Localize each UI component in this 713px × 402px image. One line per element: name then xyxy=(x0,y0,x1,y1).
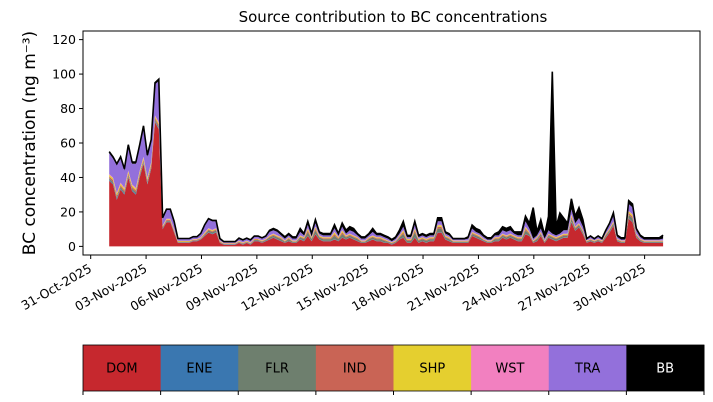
legend-label-tra: TRA xyxy=(574,362,600,377)
legend-colorbar: DOM ENE FLR IND SHP WST TRA BB xyxy=(82,344,705,395)
y-tick-label: 0 xyxy=(68,239,76,254)
y-tick-label: 80 xyxy=(60,101,76,116)
total-line xyxy=(108,71,664,243)
legend-swatch-shp xyxy=(393,345,472,391)
legend-swatch-ene xyxy=(160,345,239,391)
legend-frame xyxy=(82,344,705,392)
y-tick-label: 120 xyxy=(52,32,76,47)
legend-label-ind: IND xyxy=(343,362,367,377)
legend-swatch-ind xyxy=(315,345,394,391)
legend-swatch-wst xyxy=(471,345,550,391)
legend-label-wst: WST xyxy=(495,362,524,377)
legend-swatch-flr xyxy=(238,345,317,391)
y-tick-label: 20 xyxy=(60,204,76,219)
legend-label-shp: SHP xyxy=(419,362,445,377)
legend-label-dom: DOM xyxy=(106,362,137,377)
legend-label-ene: ENE xyxy=(186,362,212,377)
area-bb xyxy=(109,71,664,243)
legend-label-flr: FLR xyxy=(265,362,289,377)
legend-swatch-bb xyxy=(626,345,705,391)
y-tick-label: 40 xyxy=(60,170,76,185)
y-axis-label: BC concentration (ng m⁻³) xyxy=(20,31,40,255)
y-tick-label: 100 xyxy=(52,67,76,82)
plot-area: 02040608010012031-Oct-202503-Nov-202506-… xyxy=(19,30,701,314)
y-tick-label: 60 xyxy=(60,136,76,151)
legend-swatch-dom xyxy=(83,345,162,391)
axes-frame xyxy=(82,30,701,256)
legend-swatch-tra xyxy=(548,345,627,391)
chart-title: Source contribution to BC concentrations xyxy=(239,8,548,26)
area-dom xyxy=(109,122,664,247)
legend-label-bb: BB xyxy=(656,362,674,377)
